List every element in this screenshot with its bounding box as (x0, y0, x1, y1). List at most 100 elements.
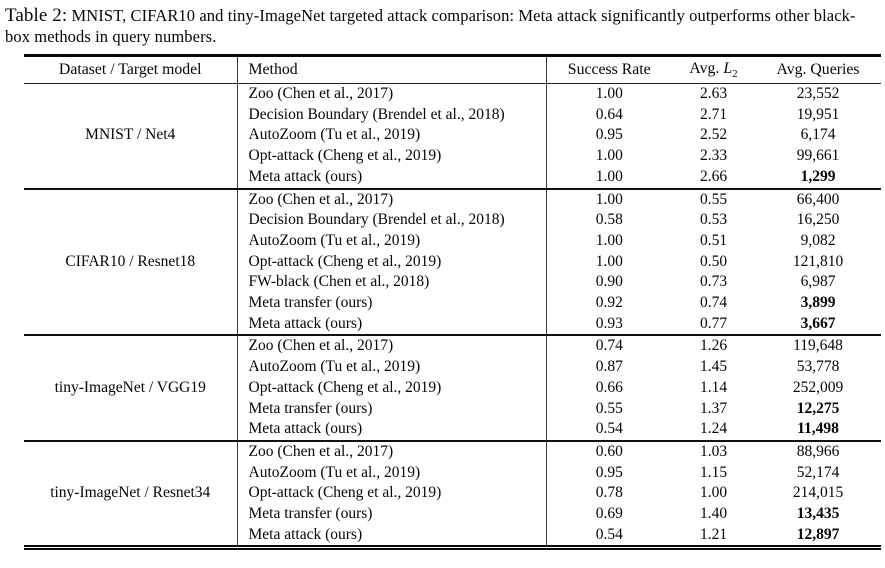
method-cell: Opt-attack (Cheng et al., 2019) (236, 483, 546, 505)
table-row: AutoZoom (Tu et al., 2019) 0.95 1.15 52,… (24, 462, 881, 484)
success-rate-cell: 0.90 (545, 272, 672, 294)
avg-queries-cell: 121,810 (792, 252, 844, 270)
group-tinyimagenet-vgg19: tiny-ImageNet / VGG19 Zoo (Chen et al., … (24, 335, 881, 441)
method-cell: FW-black (Chen et al., 2018) (236, 272, 546, 294)
avg-l2-cell: 2.33 (699, 147, 728, 165)
avg-queries-cell: 16,250 (796, 211, 840, 229)
success-rate-cell: 1.00 (545, 188, 672, 211)
method-cell: Meta attack (ours) (236, 166, 546, 189)
table-caption-text: MNIST, CIFAR10 and tiny-ImageNet targete… (5, 6, 856, 46)
success-rate-cell: 0.93 (545, 313, 672, 336)
method-cell: Opt-attack (Cheng et al., 2019) (236, 377, 546, 399)
avg-l2-cell: 1.03 (699, 442, 728, 460)
avg-l2-cell: 1.15 (699, 463, 728, 481)
table-row: Meta attack (ours) 0.54 1.21 12,897 (24, 524, 881, 548)
header-avg-queries: Avg. Queries (776, 61, 860, 78)
method-cell: Opt-attack (Cheng et al., 2019) (236, 146, 546, 167)
avg-queries-cell: 1,299 (800, 167, 836, 185)
avg-l2-cell: 0.77 (699, 314, 728, 332)
dataset-cell: tiny-ImageNet / VGG19 (54, 378, 206, 396)
method-cell: Zoo (Chen et al., 2017) (236, 440, 546, 463)
dataset-cell: tiny-ImageNet / Resnet34 (50, 484, 211, 502)
avg-l2-cell: 0.53 (699, 211, 728, 229)
avg-l2-cell: 1.24 (699, 420, 728, 438)
avg-queries-cell: 53,778 (796, 358, 840, 376)
avg-queries-cell: 6,987 (800, 273, 836, 291)
table-row: AutoZoom (Tu et al., 2019) 0.95 2.52 6,1… (24, 125, 881, 147)
avg-queries-cell: 9,082 (800, 231, 836, 249)
avg-l2-cell: 2.63 (699, 85, 728, 102)
table-row: tiny-ImageNet / VGG19 Zoo (Chen et al., … (24, 335, 881, 396)
success-rate-cell: 1.00 (545, 251, 672, 273)
avg-l2-cell: 1.37 (699, 399, 728, 417)
method-cell: AutoZoom (Tu et al., 2019) (236, 462, 546, 484)
avg-l2-cell: 1.45 (699, 358, 728, 376)
avg-l2-cell: 0.74 (699, 294, 728, 312)
avg-queries-cell: 119,648 (793, 337, 843, 355)
table-row: Opt-attack (Cheng et al., 2019) 0.66 1.1… (24, 377, 881, 399)
success-rate-cell: 0.54 (545, 419, 672, 441)
success-rate-cell: 0.95 (545, 125, 672, 147)
avg-queries-cell: 23,552 (796, 85, 840, 102)
dataset-cell: MNIST / Net4 (85, 126, 176, 144)
avg-l2-cell: 1.00 (699, 484, 728, 502)
avg-l2-cell: 0.50 (699, 252, 728, 270)
method-cell: AutoZoom (Tu et al., 2019) (236, 230, 546, 252)
success-rate-cell: 0.78 (545, 483, 672, 505)
success-rate-cell: 0.54 (545, 524, 672, 548)
results-table: Dataset / Target model Method Success Ra… (24, 54, 881, 551)
success-rate-cell: 0.95 (545, 462, 672, 484)
success-rate-cell: 0.87 (545, 357, 672, 378)
avg-queries-cell: 3,667 (800, 314, 836, 332)
avg-queries-cell: 99,661 (796, 147, 840, 165)
success-rate-cell: 0.55 (545, 398, 672, 420)
avg-queries-cell: 252,009 (792, 378, 844, 396)
success-rate-cell: 0.58 (545, 210, 672, 231)
table-row: CIFAR10 / Resnet18 Zoo (Chen et al., 201… (24, 188, 881, 270)
success-rate-cell: 0.69 (545, 504, 672, 525)
avg-queries-cell: 52,174 (796, 463, 840, 481)
table-row: tiny-ImageNet / Resnet34 Zoo (Chen et al… (24, 440, 881, 501)
avg-l2-cell: 1.40 (699, 505, 728, 523)
method-cell: Meta attack (ours) (236, 524, 546, 548)
avg-queries-cell: 3,899 (800, 294, 836, 312)
avg-l2-cell: 2.66 (699, 167, 728, 185)
avg-l2-cell: 0.73 (699, 273, 728, 291)
table-row: Opt-attack (Cheng et al., 2019) 1.00 2.3… (24, 146, 881, 167)
header-method: Method (236, 55, 546, 84)
avg-queries-cell: 13,435 (796, 505, 840, 523)
avg-queries-cell: 11,498 (797, 420, 839, 438)
table-row: Meta transfer (ours) 0.92 0.74 3,899 (24, 293, 881, 314)
group-mnist-net4: MNIST / Net4 Zoo (Chen et al., 2017) 1.0… (24, 83, 881, 189)
table-row: MNIST / Net4 Zoo (Chen et al., 2017) 1.0… (24, 83, 881, 143)
method-cell: Meta transfer (ours) (236, 504, 546, 525)
method-cell: Zoo (Chen et al., 2017) (236, 83, 546, 105)
success-rate-cell: 0.64 (545, 104, 672, 126)
success-rate-cell: 1.00 (545, 230, 672, 252)
avg-queries-cell: 214,015 (792, 484, 844, 502)
table-row: FW-black (Chen et al., 2018) 0.90 0.73 6… (24, 272, 881, 294)
success-rate-cell: 1.00 (545, 83, 672, 105)
table-caption-label: Table 2: (5, 5, 68, 26)
method-cell: Decision Boundary (Brendel et al., 2018) (236, 210, 546, 231)
success-rate-cell: 0.60 (545, 440, 672, 463)
table-row: Meta transfer (ours) 0.69 1.40 13,435 (24, 504, 881, 525)
avg-l2-cell: 0.51 (699, 231, 728, 249)
avg-queries-cell: 12,897 (796, 525, 840, 543)
avg-l2-cell: 2.52 (699, 126, 728, 144)
success-rate-cell: 1.00 (545, 146, 672, 167)
avg-queries-cell: 66,400 (796, 190, 840, 208)
method-cell: Zoo (Chen et al., 2017) (236, 188, 546, 211)
group-tinyimagenet-resnet34: tiny-ImageNet / Resnet34 Zoo (Chen et al… (24, 440, 881, 548)
table-row: Opt-attack (Cheng et al., 2019) 0.78 1.0… (24, 483, 881, 505)
success-rate-cell: 0.74 (545, 335, 672, 358)
method-cell: Meta transfer (ours) (236, 398, 546, 420)
method-cell: Opt-attack (Cheng et al., 2019) (236, 251, 546, 273)
table-row: Meta attack (ours) 1.00 2.66 1,299 (24, 166, 881, 189)
table-row: Decision Boundary (Brendel et al., 2018)… (24, 104, 881, 126)
method-cell: AutoZoom (Tu et al., 2019) (236, 125, 546, 147)
avg-queries-cell: 19,951 (796, 105, 840, 123)
avg-queries-cell: 6,174 (800, 126, 836, 144)
method-cell: Decision Boundary (Brendel et al., 2018) (236, 104, 546, 126)
